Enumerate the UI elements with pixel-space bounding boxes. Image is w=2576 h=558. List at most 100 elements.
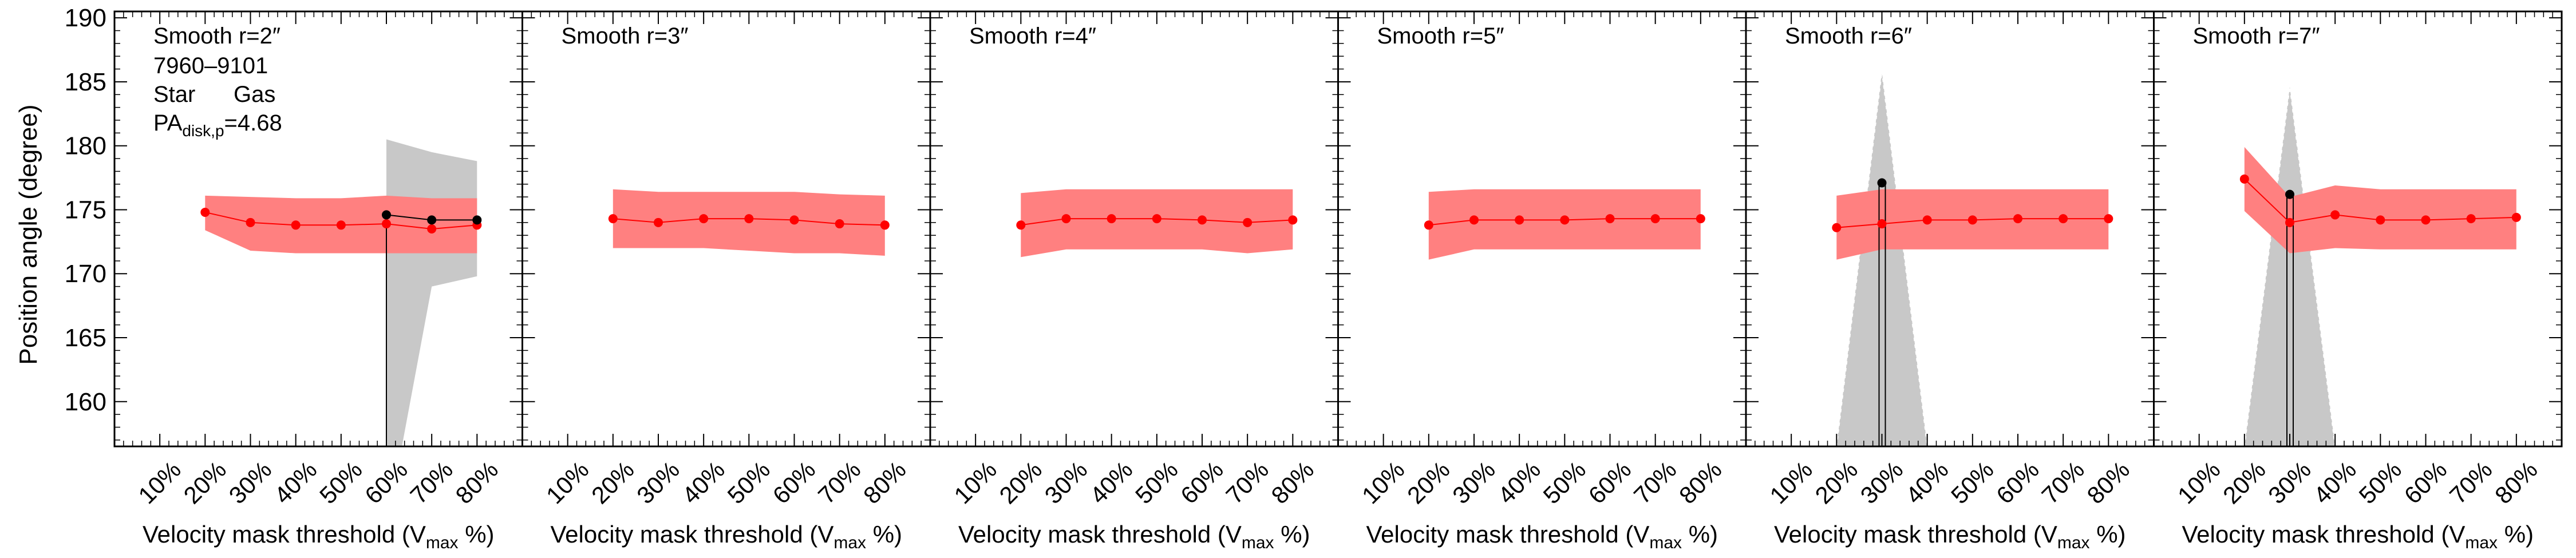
star-point — [382, 210, 391, 220]
panel-title: Smooth r=7″ — [2193, 23, 2320, 49]
x-tick-label: 70% — [2036, 456, 2089, 509]
gas-point — [2421, 215, 2431, 225]
x-tick-label: 50% — [314, 456, 368, 509]
x-tick-label: 40% — [677, 456, 730, 509]
gas-point — [2239, 174, 2249, 184]
gas-point — [291, 220, 301, 230]
panel-title: Smooth r=4″ — [969, 23, 1096, 49]
gas-point — [2511, 212, 2521, 222]
panel-title: Smooth r=5″ — [1377, 23, 1504, 49]
gas-point — [1696, 214, 1705, 224]
gas-point — [1515, 215, 1524, 225]
x-tick-label: 10% — [541, 456, 594, 509]
x-tick-label: 70% — [1629, 456, 1682, 509]
gas-point — [2376, 215, 2385, 225]
x-tick-label: 80% — [2490, 456, 2543, 509]
x-tick-label: 30% — [1855, 456, 1909, 509]
x-axis-label: Velocity mask threshold (Vmax %) — [1366, 521, 1718, 552]
gas-point — [1605, 214, 1615, 224]
gas-point — [1967, 215, 1977, 225]
x-tick-label: 40% — [1085, 456, 1138, 509]
plot-area — [1016, 189, 1298, 258]
star-point — [2285, 189, 2294, 199]
y-tick-label: 175 — [65, 196, 106, 224]
x-tick-label: 30% — [1040, 456, 1093, 509]
gas-point — [1832, 223, 1842, 232]
plot-area — [2239, 86, 2521, 446]
x-tick-label: 40% — [1901, 456, 1954, 509]
x-tick-label: 80% — [2082, 456, 2135, 509]
y-axis-label: Position angle (degree) — [14, 105, 42, 365]
x-tick-label: 80% — [1266, 456, 1319, 509]
x-tick-label: 50% — [1130, 456, 1183, 509]
gas-point — [2059, 214, 2068, 224]
gas-point — [1922, 215, 1932, 225]
x-tick-label: 10% — [133, 456, 186, 509]
x-tick-label: 20% — [179, 456, 232, 509]
x-tick-label: 60% — [2399, 456, 2452, 509]
panel-2: 10%20%30%40%50%60%70%80% Velocity mask th… — [521, 10, 931, 552]
gas-point — [654, 217, 663, 227]
x-tick-label: 50% — [1946, 456, 1999, 509]
gas-point — [608, 214, 618, 224]
x-tick-label: 60% — [1583, 456, 1637, 509]
gas-point — [382, 219, 391, 229]
gas-point — [2013, 214, 2022, 224]
x-tick-label: 40% — [1492, 456, 1546, 509]
gas-point — [789, 215, 799, 225]
x-tick-label: 50% — [722, 456, 776, 509]
x-tick-label: 20% — [2218, 456, 2271, 509]
star-point — [1877, 178, 1887, 188]
x-tick-label: 10% — [1357, 456, 1410, 509]
star-point — [427, 215, 437, 225]
x-tick-label: 80% — [451, 456, 504, 509]
x-tick-label: 10% — [949, 456, 1002, 509]
gas-point — [336, 220, 346, 230]
x-tick-label: 20% — [1402, 456, 1455, 509]
x-tick-label: 40% — [2308, 456, 2361, 509]
y-tick-label: 165 — [65, 324, 106, 352]
x-tick-label: 60% — [359, 456, 413, 509]
x-axis-label: Velocity mask threshold (Vmax %) — [2182, 521, 2534, 552]
gas-point — [1424, 220, 1433, 230]
x-tick-label: 30% — [2263, 456, 2316, 509]
x-tick-label: 60% — [768, 456, 821, 509]
gas-point — [1152, 214, 1161, 224]
x-tick-label: 80% — [1674, 456, 1727, 509]
x-axis-label: Velocity mask threshold (Vmax %) — [143, 521, 495, 552]
gas-point — [1107, 214, 1116, 224]
gas-point — [1016, 220, 1026, 230]
panel-6: 10%20%30%40%50%60%70%80% Velocity mask th… — [2153, 10, 2563, 552]
y-tick-label: 185 — [65, 68, 106, 96]
gas-point — [1650, 214, 1660, 224]
plot-area — [1424, 189, 1705, 260]
gas-point — [835, 219, 844, 229]
x-tick-label: 50% — [1538, 456, 1591, 509]
x-tick-label: 10% — [1764, 456, 1818, 509]
x-tick-label: 60% — [1991, 456, 2044, 509]
x-tick-label: 60% — [1175, 456, 1228, 509]
legend-id: 7960–9101 — [153, 53, 268, 78]
x-tick-label: 80% — [858, 456, 911, 509]
gas-point — [246, 217, 255, 227]
panel-4: 10%20%30%40%50%60%70%80% Velocity mask th… — [1337, 10, 1747, 552]
x-tick-label: 50% — [2354, 456, 2407, 509]
x-tick-label: 30% — [224, 456, 277, 509]
gas-point — [1469, 215, 1479, 225]
plot-area — [1832, 71, 2113, 446]
panels: 16016517017518018519010%20%30%40%50%60%7… — [65, 4, 2563, 552]
x-tick-label: 20% — [1810, 456, 1863, 509]
gas-point — [880, 220, 890, 230]
gas-error-band — [2244, 147, 2516, 254]
y-tick-label: 190 — [65, 4, 106, 32]
gas-point — [1560, 215, 1570, 225]
gas-point — [699, 214, 709, 224]
gas-point — [1243, 217, 1253, 227]
legend-gas: Gas — [234, 82, 275, 107]
gas-point — [1198, 215, 1207, 225]
x-tick-label: 10% — [2172, 456, 2226, 509]
y-tick-label: 160 — [65, 388, 106, 416]
gas-point — [1877, 219, 1887, 229]
panel-title: Smooth r=6″ — [1785, 23, 1912, 49]
